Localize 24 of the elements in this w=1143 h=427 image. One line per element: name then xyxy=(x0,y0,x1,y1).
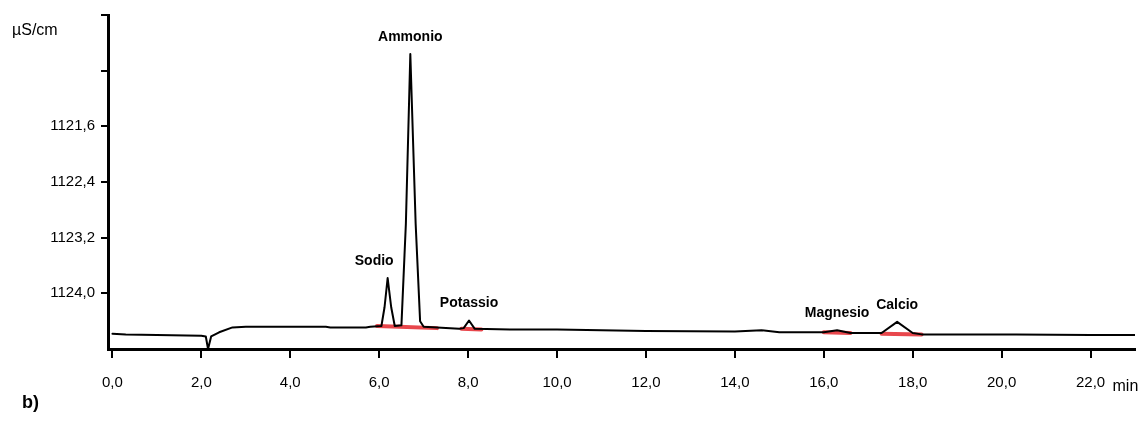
y-tick-label: 1121,6 xyxy=(50,116,95,134)
x-tick-label: 18,0 xyxy=(898,373,928,391)
x-tick-label: 8,0 xyxy=(457,373,479,391)
x-tick-label: 22,0 xyxy=(1075,373,1106,391)
y-tick-label: 1124,0 xyxy=(50,283,95,301)
y-axis-title: µS/cm xyxy=(12,21,58,39)
x-tick-label: 16,0 xyxy=(809,373,839,391)
x-tick-label: 20,0 xyxy=(987,373,1017,391)
y-tick-label: 1123,2 xyxy=(50,227,95,245)
x-tick-label: 2,0 xyxy=(190,373,212,391)
annotation: Calcio xyxy=(876,295,919,312)
annotation: Ammonio xyxy=(378,27,443,44)
x-tick-label: 4,0 xyxy=(279,373,301,391)
annotation: Sodio xyxy=(354,251,394,268)
x-tick-label: 14,0 xyxy=(720,373,750,391)
x-tick-label: 0,0 xyxy=(102,373,123,391)
annotation: Potassio xyxy=(439,294,499,311)
y-tick-label: 1122,4 xyxy=(50,172,95,190)
x-tick-label: 12,0 xyxy=(631,373,661,391)
annotation: Magnesio xyxy=(804,304,870,321)
x-tick-label: 10,0 xyxy=(542,373,572,391)
x-axis-title: min xyxy=(1112,377,1139,395)
text: b) xyxy=(22,392,39,413)
x-tick-label: 6,0 xyxy=(368,373,390,391)
